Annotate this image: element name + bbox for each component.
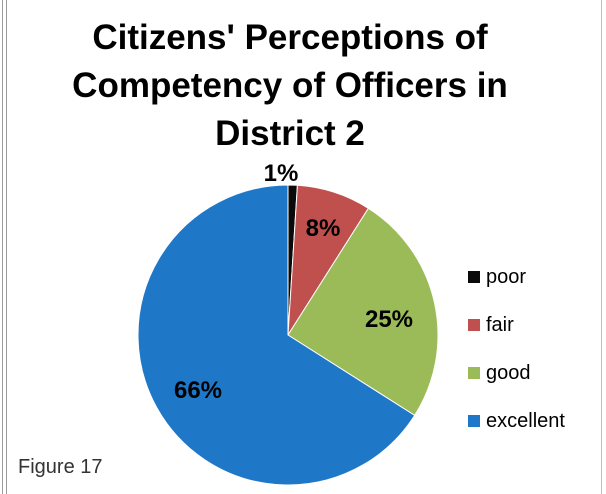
pie-slice-good: [287, 207, 439, 417]
chart-title-line-1: Citizens' Perceptions of: [92, 18, 488, 57]
chart-area: [10, 0, 602, 494]
legend-item-good: good: [468, 349, 565, 397]
legend-item-fair: fair: [468, 301, 565, 349]
figure-caption: Figure 17: [18, 456, 103, 478]
legend-swatch-excellent: [468, 415, 480, 427]
legend-label-poor: poor: [486, 265, 527, 288]
legend-item-excellent: excellent: [468, 397, 565, 445]
pie-slice-excellent: [137, 184, 416, 486]
legend-swatch-good: [468, 367, 480, 379]
chart-title-line-3: District 2: [215, 114, 365, 153]
legend-swatch-fair: [468, 319, 480, 331]
legend-item-poor: poor: [468, 253, 565, 301]
chart-title-line-2: Competency of Officers in: [72, 66, 508, 105]
chart-title: Citizens' Perceptions of Competency of O…: [60, 14, 520, 158]
data-label-fair: 8%: [306, 215, 341, 242]
data-label-good: 25%: [365, 306, 413, 333]
legend: poor fair good excellent: [468, 253, 565, 445]
frame-border-left-inner: [6, 0, 7, 494]
legend-label-fair: fair: [486, 313, 514, 336]
legend-swatch-poor: [468, 271, 480, 283]
data-label-poor: 1%: [264, 160, 299, 187]
legend-label-excellent: excellent: [486, 409, 565, 432]
data-label-excellent: 66%: [174, 377, 222, 404]
legend-label-good: good: [486, 361, 531, 384]
frame-border-left-outer: [2, 0, 3, 494]
